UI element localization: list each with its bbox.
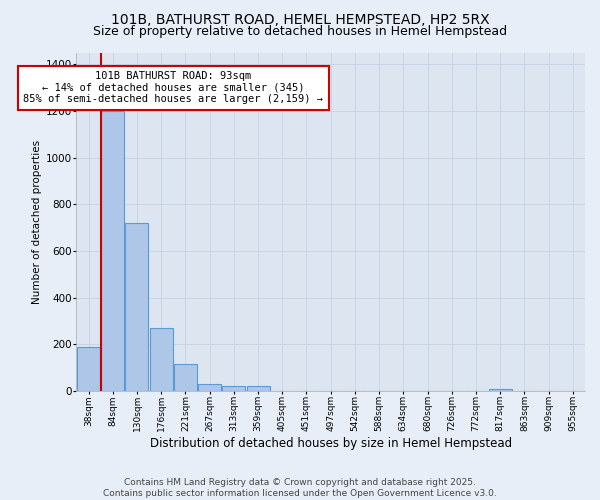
Text: 101B, BATHURST ROAD, HEMEL HEMPSTEAD, HP2 5RX: 101B, BATHURST ROAD, HEMEL HEMPSTEAD, HP… xyxy=(110,12,490,26)
Bar xyxy=(223,386,245,391)
Text: 101B BATHURST ROAD: 93sqm
← 14% of detached houses are smaller (345)
85% of semi: 101B BATHURST ROAD: 93sqm ← 14% of detac… xyxy=(23,71,323,104)
Bar xyxy=(247,386,269,391)
Bar xyxy=(174,364,197,391)
Bar xyxy=(198,384,221,391)
Y-axis label: Number of detached properties: Number of detached properties xyxy=(32,140,42,304)
Text: Contains HM Land Registry data © Crown copyright and database right 2025.
Contai: Contains HM Land Registry data © Crown c… xyxy=(103,478,497,498)
Bar xyxy=(77,346,100,391)
Bar xyxy=(149,328,173,391)
Text: Size of property relative to detached houses in Hemel Hempstead: Size of property relative to detached ho… xyxy=(93,25,507,38)
Bar xyxy=(125,223,148,391)
Bar xyxy=(101,111,124,391)
Bar xyxy=(489,389,512,391)
X-axis label: Distribution of detached houses by size in Hemel Hempstead: Distribution of detached houses by size … xyxy=(149,437,512,450)
